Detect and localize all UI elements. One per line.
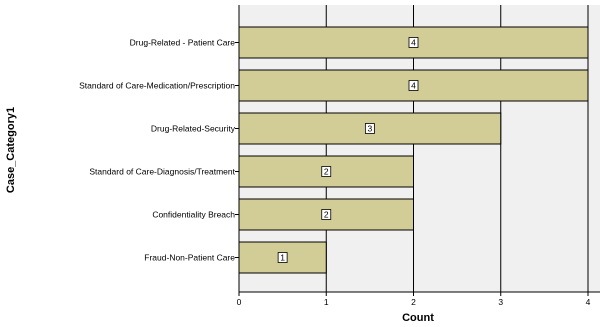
data-label-box-6	[277, 252, 288, 263]
category-label-1: Drug-Related - Patient Care	[130, 38, 236, 48]
x-axis-title: Count	[402, 312, 434, 324]
x-tick-label-3: 3	[498, 297, 503, 307]
x-tick-label-0: 0	[237, 297, 242, 307]
data-label-3: 3	[368, 124, 373, 134]
data-label-box-3	[364, 123, 375, 134]
data-label-box-2	[408, 80, 419, 91]
x-tick-label-1: 1	[324, 297, 329, 307]
category-labels: Drug-Related - Patient Care Standard of C…	[79, 38, 239, 263]
x-tick-label-2: 2	[411, 297, 416, 307]
data-label-5: 2	[324, 210, 329, 220]
data-label-box-1	[408, 37, 419, 48]
category-label-4: Standard of Care-Diagnosis/Treatment	[89, 167, 235, 177]
data-label-1: 4	[411, 38, 416, 48]
data-label-6: 1	[280, 253, 285, 263]
x-tick-labels: 0 1 2 3 4	[237, 292, 591, 307]
x-tick-label-4: 4	[586, 297, 591, 307]
data-label-2: 4	[411, 81, 416, 91]
y-axis-title: Case_Category1	[5, 107, 17, 193]
category-label-2: Standard of Care-Medication/Prescription	[79, 81, 235, 91]
category-label-6: Fraud-Non-Patient Care	[144, 253, 235, 263]
data-label-4: 2	[324, 167, 329, 177]
category-label-5: Confidentiality Breach	[152, 210, 235, 220]
data-label-box-5	[321, 209, 332, 220]
category-label-3: Drug-Related-Security	[151, 124, 236, 134]
data-label-box-4	[321, 166, 332, 177]
